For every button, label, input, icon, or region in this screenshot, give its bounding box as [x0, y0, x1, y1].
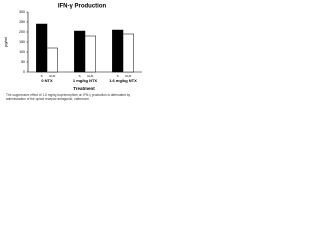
y-tick-label: 100: [19, 50, 25, 54]
y-tick-label: 150: [19, 40, 25, 44]
bar-series-label: S: [79, 74, 81, 78]
x-axis-label: Treatment: [73, 86, 95, 91]
bar: [84, 35, 96, 73]
chart-title: IFN-γ Production: [58, 4, 107, 10]
x-tick-label: 1.6 mg/kg NTX: [109, 78, 137, 83]
x-tick-label: 1 mg/kg NTX: [73, 78, 98, 83]
y-tick-label: 250: [19, 20, 25, 24]
bar-series-label: GUF: [49, 74, 56, 78]
y-tick-label: 300: [19, 10, 25, 14]
chart: IFN-γ Production pg/ml Treatment The sup…: [3, 4, 142, 101]
caption-box: The suppressive effect of 1.6 mg/kg bupr…: [6, 93, 131, 101]
y-axis-label: pg/ml: [3, 37, 8, 47]
bar: [74, 30, 86, 73]
y-tick-label: 0: [23, 70, 25, 74]
y-tick-label: 200: [19, 30, 25, 34]
bar-series-label: S: [117, 74, 119, 78]
bar-series-label: S: [41, 74, 43, 78]
bar-series-label: GUF: [87, 74, 94, 78]
bar: [46, 47, 58, 73]
page: {"chart_data": { "type": "grouped-bar", …: [0, 0, 150, 112]
bar: [112, 29, 124, 73]
caption: The suppressive effect of 1.6 mg/kg bupr…: [6, 93, 131, 101]
y-tick-label: 50: [21, 60, 25, 64]
x-tick-label: 0 NTX: [41, 78, 53, 83]
bar: [36, 23, 48, 73]
bar-series-label: GUF: [125, 74, 132, 78]
bar: [122, 33, 134, 73]
